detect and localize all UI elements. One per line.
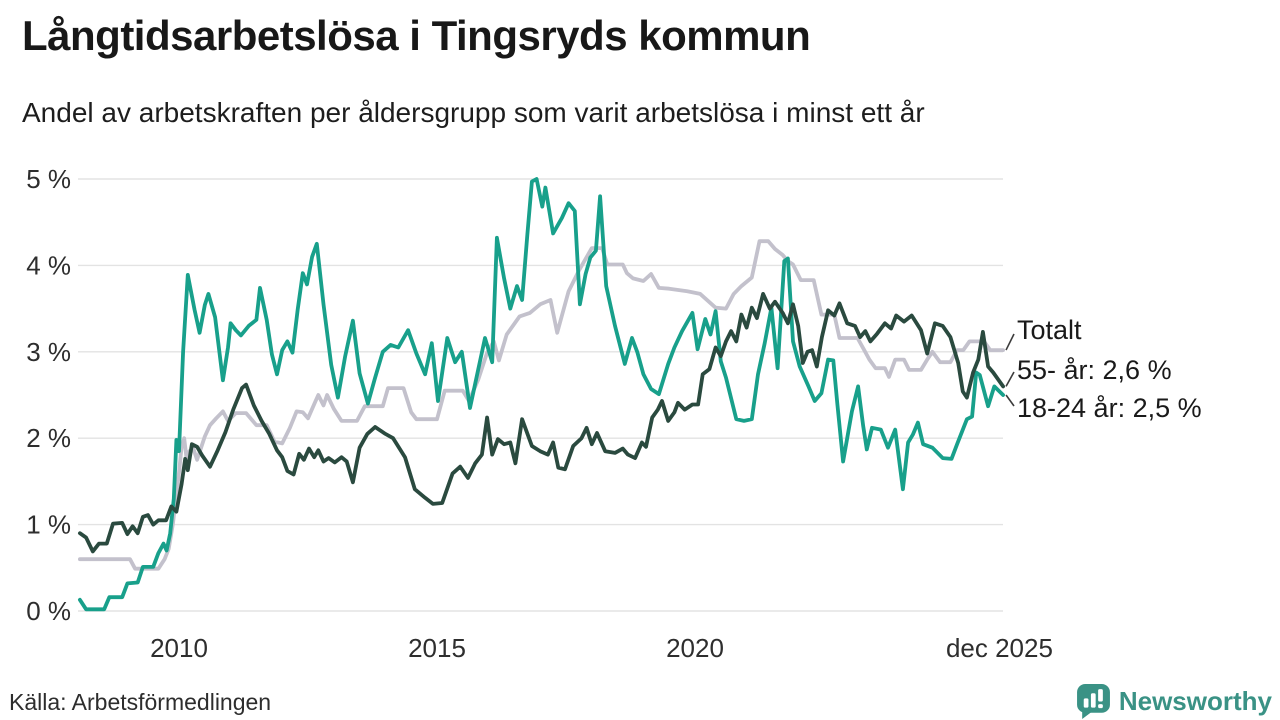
y-axis-tick-label: 0 %: [26, 596, 71, 626]
x-axis-tick-label: 2015: [408, 633, 466, 663]
x-axis-tick-label: 2020: [666, 633, 724, 663]
y-axis-tick-label: 5 %: [26, 164, 71, 194]
x-axis-tick-label: 2010: [150, 633, 208, 663]
newsworthy-wordmark: Newsworthy: [1118, 686, 1272, 716]
chart-subtitle: Andel av arbetskraften per åldersgrupp s…: [22, 97, 925, 128]
series-end-label-totalt: Totalt: [1017, 315, 1082, 345]
newsworthy-logo[interactable]: Newsworthy: [1075, 683, 1272, 720]
y-axis-tick-label: 4 %: [26, 250, 71, 280]
y-axis-tick-label: 2 %: [26, 423, 71, 453]
leader-line: [1005, 333, 1015, 351]
series-end-label-55: 55- år: 2,6 %: [1017, 355, 1172, 385]
leader-line: [1005, 371, 1015, 387]
series-end-label-18-24: 18-24 år: 2,5 %: [1017, 393, 1202, 423]
y-axis-tick-label: 1 %: [26, 510, 71, 540]
series-line-18-24 år: [78, 177, 1005, 612]
source-note: Källa: Arbetsförmedlingen: [9, 689, 272, 715]
series-line-55- år: [78, 291, 1005, 554]
x-axis-tick-label: dec 2025: [946, 633, 1053, 663]
newsworthy-bubble-chart-icon: [1075, 683, 1112, 720]
leader-line: [1005, 394, 1015, 407]
series-line-Totalt: [78, 239, 1005, 571]
page-title: Långtidsarbetslösa i Tingsryds kommun: [22, 12, 811, 59]
y-axis-tick-label: 3 %: [26, 337, 71, 367]
